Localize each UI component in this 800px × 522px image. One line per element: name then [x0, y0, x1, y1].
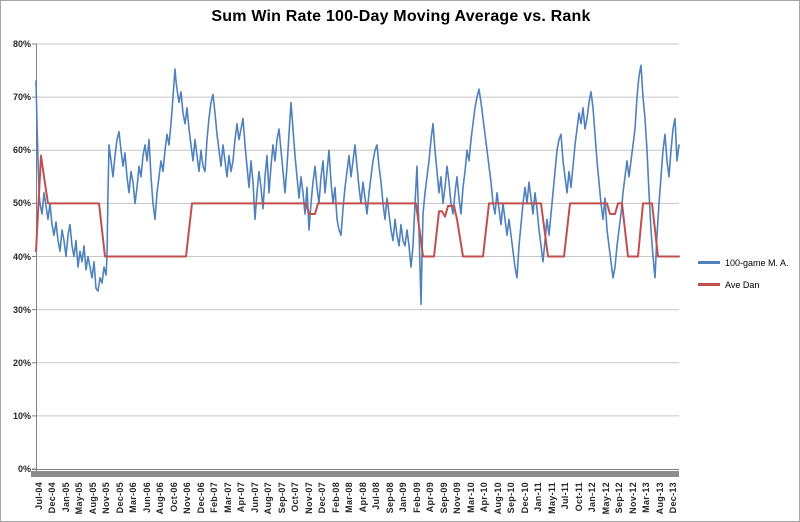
x-axis-label: Oct-06 — [168, 482, 179, 512]
y-axis-label: 80% — [12, 39, 31, 49]
x-axis-label: Jul-11 — [560, 482, 571, 510]
y-axis-label: 30% — [12, 304, 31, 315]
avedan-line-swatch-icon — [698, 283, 720, 286]
x-axis-label: Mar-10 — [465, 482, 476, 513]
x-axis-label: Dec-07 — [317, 482, 328, 514]
x-axis-label: Dec-05 — [114, 482, 125, 514]
x-axis-label: Nov-06 — [182, 482, 193, 514]
x-axis-label: Feb-09 — [411, 482, 422, 513]
x-axis-label: Apr-07 — [236, 482, 247, 513]
x-axis-label: Dec-13 — [668, 482, 678, 514]
legend: 100-game M. A. Ave Dan — [698, 257, 789, 301]
x-axis-label: Dec-10 — [519, 482, 530, 514]
x-axis-label: Mar-13 — [641, 482, 652, 513]
y-axis-label: 20% — [12, 357, 31, 368]
x-axis-label: Oct-07 — [290, 482, 301, 512]
x-axis-label: Feb-08 — [330, 482, 341, 513]
x-axis-label: Feb-07 — [209, 482, 220, 513]
x-axis-label: Aug-06 — [155, 482, 166, 515]
x-axis-label: Jun-07 — [249, 482, 260, 513]
x-axis-label: Sep-07 — [276, 482, 287, 514]
legend-label-ma: 100-game M. A. — [725, 257, 789, 268]
x-axis-label: Dec-06 — [195, 482, 206, 514]
x-axis-label: May-05 — [74, 482, 85, 515]
x-axis-label: Sep-09 — [438, 482, 449, 514]
chart-title: Sum Win Rate 100-Day Moving Average vs. … — [211, 8, 591, 25]
x-axis-label: May-12 — [600, 482, 611, 515]
x-axis-label: Apr-10 — [479, 482, 490, 513]
x-axis-label: Dec-04 — [47, 482, 58, 514]
x-axis-label: Sep-12 — [614, 482, 625, 514]
y-axis-label: 10% — [12, 410, 31, 421]
ma-series-line — [35, 64, 680, 306]
x-axis-label: Oct-11 — [573, 482, 584, 512]
x-axis-label: May-11 — [546, 482, 557, 514]
x-axis-label: Aug-13 — [654, 482, 665, 515]
x-axis-label: Aug-07 — [263, 482, 274, 515]
y-axis-label: 60% — [12, 145, 31, 156]
x-axis-label: Sep-10 — [506, 482, 517, 514]
x-axis-label: Jul-04 — [34, 482, 44, 510]
x-axis-label: Aug-05 — [87, 482, 98, 515]
x-axis-label: Jan-09 — [398, 482, 409, 513]
x-axis-label: Jul-08 — [371, 482, 382, 510]
y-axis-label: 40% — [12, 251, 31, 262]
x-axis-label: Jun-06 — [141, 482, 152, 513]
legend-item-avedan: Ave Dan — [698, 279, 789, 290]
x-axis-label: Nov-12 — [627, 482, 638, 514]
x-axis-label: Nov-07 — [303, 482, 314, 514]
x-axis-label: Sep-08 — [384, 482, 395, 514]
x-axis-label: Jan-12 — [587, 482, 598, 513]
x-axis-label: Jan-05 — [60, 482, 71, 513]
x-axis-label: Nov-09 — [452, 482, 463, 514]
y-axis-label: 0% — [17, 464, 31, 474]
x-axis-bar — [31, 471, 679, 477]
x-axis-label: Mar-07 — [222, 482, 233, 513]
ma-line-swatch-icon — [698, 261, 720, 264]
x-axis-label: Mar-06 — [128, 482, 139, 513]
legend-item-ma: 100-game M. A. — [698, 257, 789, 268]
x-axis-label: Apr-08 — [357, 482, 368, 513]
legend-label-avedan: Ave Dan — [725, 279, 760, 290]
x-axis-label: Nov-05 — [101, 482, 112, 514]
y-axis-label: 50% — [12, 198, 31, 209]
x-axis-label: Mar-08 — [344, 482, 355, 513]
y-axis-label: 70% — [12, 92, 31, 103]
x-axis-label: Jan-11 — [533, 482, 544, 512]
rank-series-line — [35, 154, 680, 258]
x-axis-label: Aug-10 — [492, 482, 503, 515]
x-axis-label: Apr-09 — [425, 482, 436, 513]
